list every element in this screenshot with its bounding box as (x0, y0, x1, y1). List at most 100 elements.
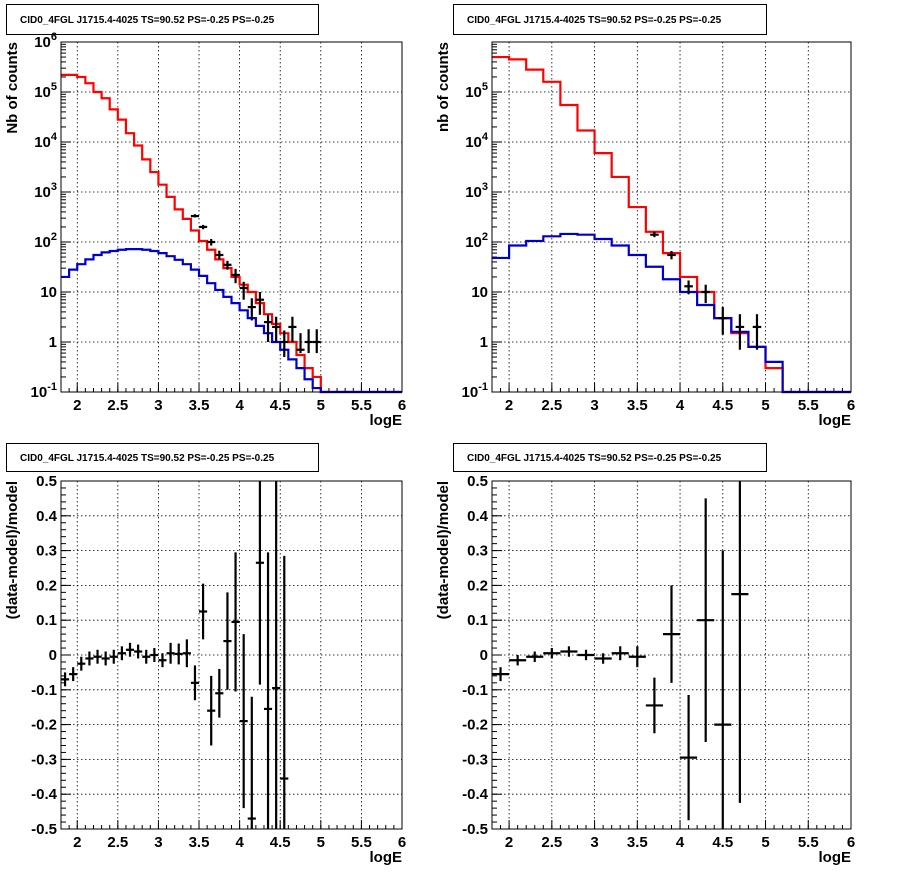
data-point (207, 675, 216, 746)
data-point (667, 251, 676, 260)
y-tick-label: 104 (465, 131, 489, 151)
data-point (190, 214, 200, 218)
data-point (150, 648, 159, 662)
x-tick-label: 2.5 (541, 397, 562, 414)
background-histogram (492, 232, 851, 394)
data-point (543, 648, 561, 659)
data-point (125, 642, 135, 657)
data-point (231, 268, 240, 284)
data-point (101, 651, 110, 666)
y-tick-label: -0.3 (462, 751, 488, 768)
y-tick-label: 103 (465, 181, 488, 201)
data-point (718, 307, 728, 335)
x-tick-label: 3.5 (189, 834, 210, 851)
y-tick-label: 10 (471, 284, 488, 301)
data-point (190, 665, 200, 701)
y-tick-label: 0.4 (36, 508, 58, 525)
data-point (239, 281, 248, 300)
y-tick-label: -0.4 (462, 786, 489, 803)
data-point (272, 481, 281, 829)
x-tick-label: 4.5 (270, 397, 291, 414)
y-tick-label: 0.5 (36, 473, 57, 490)
data-point (174, 643, 183, 665)
data-point (215, 668, 224, 718)
x-tick-label: 2.5 (107, 834, 128, 851)
data-point (288, 316, 297, 342)
data-point (560, 646, 578, 657)
x-tick-label: 6 (398, 834, 406, 851)
chart-panel-3: CID0_4FGL J1715.4-4025 TS=90.52 PS=-0.25… (4, 443, 406, 866)
data-point (628, 646, 646, 668)
plot-frame (60, 41, 403, 393)
data-point (223, 592, 232, 690)
x-tick-label: 4 (676, 834, 685, 851)
y-tick-label: -0.4 (31, 786, 58, 803)
y-tick-label: -0.1 (31, 682, 57, 699)
x-tick-label: 3 (590, 397, 598, 414)
x-tick-label: 4 (235, 397, 244, 414)
x-tick-label: 2 (505, 834, 513, 851)
plot-frame (60, 480, 403, 830)
data-point (697, 498, 715, 742)
data-point (752, 314, 762, 350)
data-point (85, 651, 94, 666)
y-tick-label: 0.3 (467, 543, 488, 560)
data-point (684, 280, 693, 295)
data-point (223, 260, 232, 270)
data-point (117, 646, 126, 661)
data-point (735, 314, 745, 350)
x-tick-label: 4 (676, 397, 685, 414)
y-tick-label: -0.3 (31, 751, 57, 768)
y-tick-label: 1 (480, 334, 488, 351)
x-tick-label: 4.5 (712, 397, 733, 414)
y-tick-label: 103 (34, 181, 57, 201)
x-axis-label: logE (819, 849, 852, 866)
x-tick-label: 4.5 (270, 834, 291, 851)
data-point (645, 677, 663, 734)
data-point (509, 655, 527, 666)
x-tick-label: 3 (154, 397, 162, 414)
y-tick-label: 105 (465, 81, 488, 101)
data-point (714, 550, 732, 829)
data-point (199, 224, 208, 230)
x-tick-label: 5 (761, 834, 769, 851)
x-tick-label: 2.5 (541, 834, 562, 851)
y-tick-label: 0.4 (467, 508, 489, 525)
y-tick-label: -0.2 (31, 717, 57, 734)
chart-title-box (6, 443, 319, 472)
y-tick-label: 0 (49, 647, 57, 664)
data-point (731, 481, 749, 803)
data-point (255, 292, 264, 315)
chart-title-box (453, 443, 767, 472)
x-axis-label: logE (819, 412, 852, 429)
data-point (280, 330, 289, 358)
chart-title-box (6, 4, 319, 35)
data-point (650, 231, 659, 238)
x-tick-label: 6 (847, 834, 855, 851)
y-tick-label: 0.5 (467, 473, 488, 490)
y-tick-label: -0.5 (462, 821, 488, 838)
data-point (134, 644, 143, 659)
x-tick-label: 3.5 (189, 397, 210, 414)
model-histogram (61, 73, 402, 394)
data-point (247, 298, 256, 321)
data-point (312, 329, 321, 354)
y-tick-label: -0.2 (462, 717, 488, 734)
y-tick-label: 10-1 (31, 381, 57, 401)
x-tick-label: 6 (847, 397, 855, 414)
x-tick-label: 4 (235, 834, 244, 851)
data-point (526, 651, 544, 662)
x-tick-label: 6 (398, 397, 406, 414)
y-tick-label: 104 (34, 131, 58, 151)
y-tick-label: -0.1 (462, 682, 488, 699)
y-tick-label: 0.3 (36, 543, 57, 560)
x-tick-label: 3 (590, 834, 598, 851)
x-axis-label: logE (370, 412, 403, 429)
data-point (594, 653, 612, 664)
y-tick-label: 0.1 (36, 612, 57, 629)
chart-title: CID0_4FGL J1715.4-4025 TS=90.52 PS=-0.25… (467, 15, 722, 26)
data-point (611, 646, 629, 661)
x-tick-label: 5.5 (798, 834, 819, 851)
x-axis-label: logE (370, 849, 403, 866)
